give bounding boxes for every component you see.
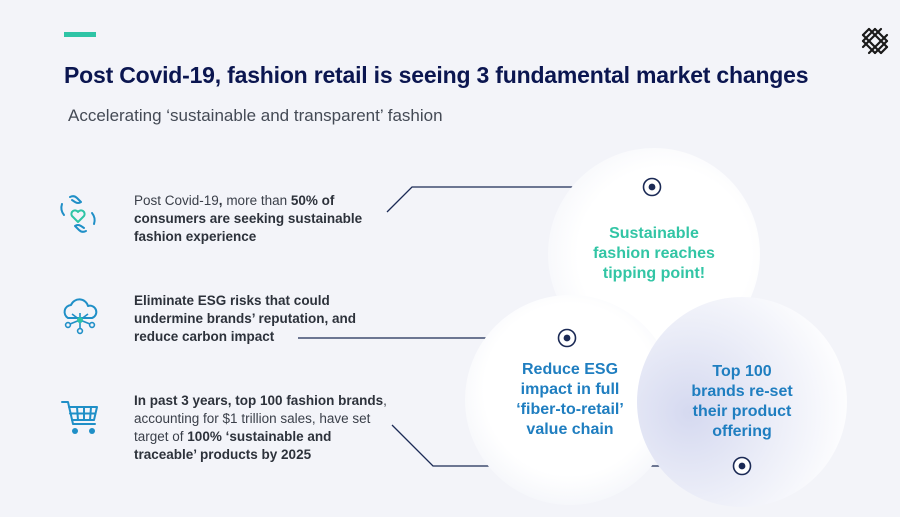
- row-consumers-text: Post Covid-19, more than 50% of consumer…: [134, 193, 363, 244]
- row-esg-text: Eliminate ESG risks that could undermine…: [134, 293, 357, 344]
- cloud-network-icon: [63, 298, 98, 335]
- accent-bar: [64, 32, 96, 37]
- circle-top-brands: Top 100 brands re-set their product offe…: [637, 297, 847, 507]
- heart-hands-icon: [60, 195, 96, 233]
- shopping-cart-icon: [61, 401, 98, 434]
- brand-logo-icon: [861, 27, 889, 55]
- row-brands-text: In past 3 years, top 100 fashion brands,…: [134, 393, 387, 462]
- page-subtitle: Accelerating ‘sustainable and transparen…: [68, 106, 443, 125]
- page-title: Post Covid-19, fashion retail is seeing …: [64, 62, 809, 88]
